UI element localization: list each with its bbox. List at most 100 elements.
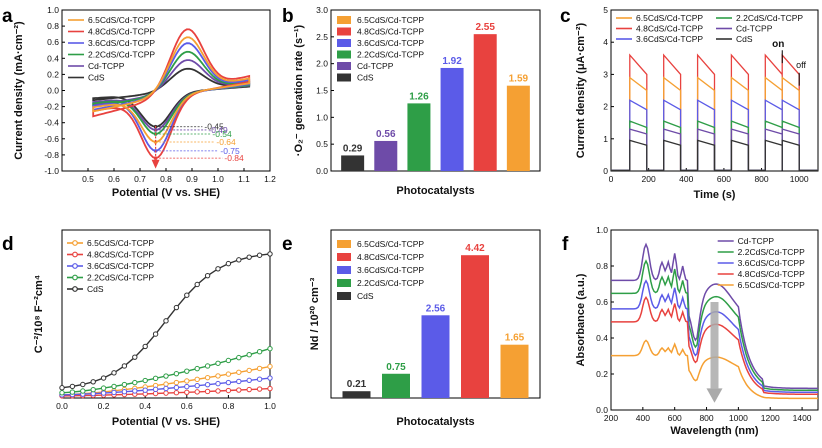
panel-d-point	[215, 360, 221, 366]
panel-c-ytick-label: 0	[603, 166, 608, 176]
panel-a-legend-label: 2.2CdS/Cd-TCPP	[88, 50, 155, 60]
panel-d-point	[80, 388, 86, 394]
panel-d-point	[256, 386, 263, 392]
panel-b-ytick-label: 0.5	[316, 139, 328, 149]
panel-f-series-Cd-TCPP	[611, 242, 818, 390]
panel-b-ytick-label: 2.0	[316, 59, 328, 69]
panel-d-point	[173, 379, 180, 386]
panel-d-point	[184, 389, 190, 396]
panel-f-ytick-label: 0.0	[596, 405, 608, 415]
panel-d-point	[69, 389, 76, 395]
panel-b-value-label: 0.29	[343, 143, 363, 154]
panel-c-xtick-label: 200	[642, 174, 656, 184]
panel-a-legend-label: 3.6CdS/Cd-TCPP	[88, 38, 155, 48]
panel-a-legend-label: 6.5CdS/Cd-TCPP	[88, 15, 155, 25]
panel-label-c: c	[560, 6, 571, 27]
panel-d-point	[246, 386, 252, 393]
panel-d-point	[204, 388, 211, 395]
panel-d-point	[132, 354, 138, 360]
panel-d-point	[163, 385, 169, 392]
panel-d-legend-marker	[72, 286, 78, 292]
panel-b-ylabel: ·O₂⁻ generation rate (s⁻¹)	[293, 24, 305, 156]
panel-a-legend-label: Cd-TCPP	[88, 61, 125, 71]
panel-d-point	[267, 345, 273, 352]
panel-d-legend-marker	[72, 263, 78, 269]
panel-c-xlabel: Time (s)	[694, 189, 736, 201]
panel-f-legend-label: 4.8CdS/Cd-TCPP	[738, 269, 805, 279]
panel-d-point	[246, 367, 252, 374]
panel-d-point	[236, 378, 242, 385]
panel-b-bar-Cd-TCPP	[374, 140, 398, 171]
panel-f-ytick-label: 0.6	[596, 297, 608, 307]
panel-d-point	[142, 377, 148, 384]
panel-d-point	[80, 381, 86, 388]
panel-a-xtick-label: 1.2	[264, 174, 276, 184]
panel-label-b: b	[282, 6, 294, 27]
panel-b-legend-swatch	[337, 62, 351, 70]
panel-d-point	[163, 381, 169, 387]
panel-c-ytick-label: 5	[603, 5, 608, 15]
panel-b-bar-2.2CdS/Cd-TCPP	[407, 103, 431, 171]
panel-d-point	[225, 379, 232, 386]
panel-b-bar-4.8CdS/Cd-TCPP	[473, 34, 497, 172]
panel-c-ytick-label: 1	[603, 134, 608, 144]
panel-e-legend-swatch	[337, 253, 351, 261]
panel-a-xtick-label: 0.5	[82, 174, 94, 184]
panel-f-ytick-label: 1.0	[596, 225, 608, 235]
panel-a-ytick-label: 0.8	[47, 21, 59, 31]
panel-a-arrow-head	[151, 159, 160, 169]
panel-d-point	[194, 382, 200, 389]
panel-a-ytick-label: -1.0	[44, 166, 59, 176]
panel-c-xtick-label: 1000	[790, 174, 809, 184]
panel-a-annotation-label: -0.84	[224, 153, 244, 163]
panel-d-point	[100, 390, 107, 396]
panel-a-xtick-label: 1.1	[238, 174, 250, 184]
panel-c-legend-label: 3.6CdS/Cd-TCPP	[636, 34, 703, 44]
panel-d-point	[173, 370, 180, 377]
panel-e-legend-label: 2.2CdS/Cd-TCPP	[357, 278, 424, 288]
panel-a-annotation-label: -0.54	[212, 129, 232, 139]
panel-b-value-label: 1.26	[409, 91, 429, 102]
panel-e-legend-swatch	[337, 266, 351, 274]
panel-d-legend-marker	[72, 240, 78, 246]
panel-a-xtick-label: 0.9	[186, 174, 198, 184]
panel-label-e: e	[282, 234, 293, 255]
panel-c-2-legend-label: CdS	[736, 34, 753, 44]
panel-d-legend-marker	[72, 274, 78, 281]
panel-d-point	[184, 378, 190, 384]
panel-f-xtick-label: 800	[699, 413, 713, 423]
panel-c-xtick-label: 400	[679, 174, 693, 184]
panel-d-xtick-label: 0.2	[98, 401, 110, 411]
panel-a-xtick-label: 0.7	[134, 174, 146, 184]
panel-f-legend-label: Cd-TCPP	[738, 236, 775, 246]
panel-d-point	[225, 387, 232, 394]
panel-d-point	[163, 390, 169, 396]
panel-d-xtick-label: 0.8	[222, 401, 234, 411]
panel-d-point	[256, 349, 263, 355]
panel-b-ytick-label: 3.0	[316, 5, 328, 15]
panel-a-ytick-label: -0.4	[44, 118, 59, 128]
panel-e-legend-label: 6.5CdS/Cd-TCPP	[357, 239, 424, 249]
panel-b-legend-label: 4.8CdS/Cd-TCPP	[357, 27, 424, 37]
panel-b-bar-6.5CdS/Cd-TCPP	[506, 85, 530, 171]
panel-d-point	[267, 251, 273, 257]
panel-f-legend-label: 3.6CdS/Cd-TCPP	[738, 258, 805, 268]
panel-f-ylabel: Absorbance (a.u.)	[575, 273, 587, 366]
panel-d-point	[256, 365, 263, 372]
chart-panel-c: 0 200 400 600 800 1000 0 1 2 3 4 5 Time (s) Current d…	[575, 5, 819, 201]
panel-e-bar-4.8CdS/Cd-TCPP	[461, 255, 489, 398]
panel-a-ytick-label: 0.6	[47, 37, 59, 47]
panel-c-legend-label: 4.8CdS/Cd-TCPP	[636, 24, 703, 34]
panel-c-ylabel: Current density (μA·cm⁻²)	[575, 22, 587, 158]
panel-a-series-2.2CdS/Cd-TCPP	[92, 50, 251, 135]
panel-a-annotation-label: -0.49	[208, 125, 228, 135]
panel-b-legend-swatch	[337, 50, 351, 59]
panel-d-legend-marker	[72, 251, 78, 258]
panel-d-point	[246, 351, 252, 358]
panel-d-point	[173, 384, 180, 391]
panel-b-legend-label: 6.5CdS/Cd-TCPP	[357, 15, 424, 25]
panel-d-point	[204, 374, 211, 381]
panel-d-point	[246, 254, 252, 260]
panel-d-point	[142, 343, 148, 350]
panel-e-bar-6.5CdS/Cd-TCPP	[500, 344, 529, 398]
